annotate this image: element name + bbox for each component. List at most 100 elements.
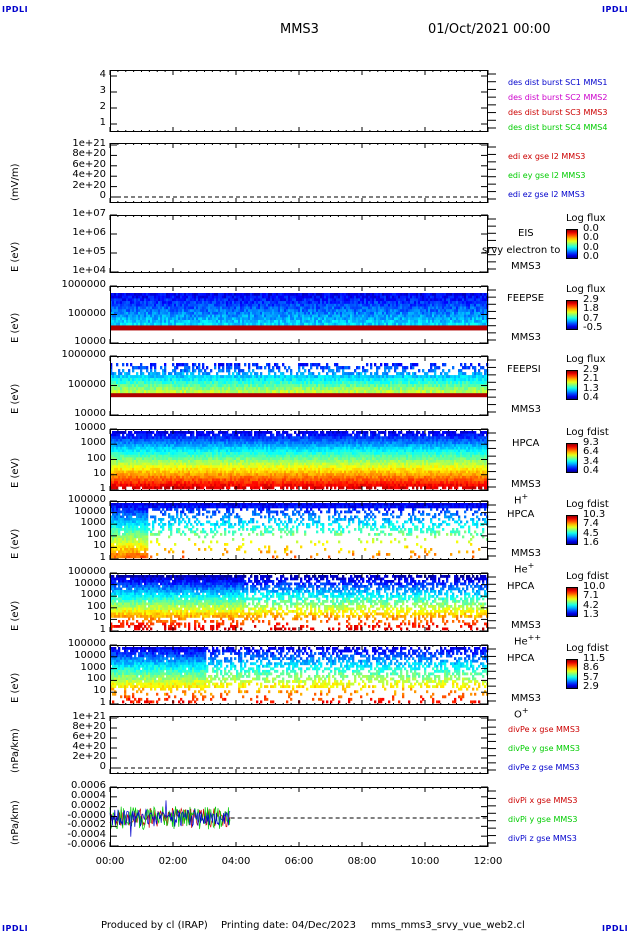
y-tick-label: 0.0002 xyxy=(71,799,106,811)
legend-entry: divPe x gse MMS3 xyxy=(508,725,580,734)
y-tick-label: 10000 xyxy=(74,422,106,433)
y-tick-label: 0 xyxy=(99,761,106,772)
y-tick-label: 100000 xyxy=(67,307,106,319)
instrument-label: HPCA xyxy=(507,580,535,592)
panel-frame xyxy=(110,70,488,132)
y-tick-label: 1000000 xyxy=(61,349,106,360)
y-tick-label: 1000 xyxy=(80,589,106,601)
legend-entry: divPi y gse MMS3 xyxy=(508,815,578,824)
colorbar-tick-label: 4.5 xyxy=(583,527,599,539)
species-charge: ++ xyxy=(527,633,542,642)
colorbar xyxy=(566,443,578,473)
legend-entry: divPe y gse MMS3 xyxy=(508,744,580,753)
colorbar-tick-label: 10.0 xyxy=(583,581,606,592)
divpe-panel xyxy=(109,716,496,774)
y-tick-label: 1 xyxy=(99,483,106,494)
colorbar-title: Log flux xyxy=(566,213,606,224)
y-tick-label: 4e+20 xyxy=(72,741,106,752)
x-tick-label: 12:00 xyxy=(473,856,503,867)
panel-frame xyxy=(110,215,488,273)
y-axis-label: (mV/m) xyxy=(10,163,21,202)
colorbar-tick-label: 11.5 xyxy=(583,653,606,664)
y-tick-label: -0.0002 xyxy=(67,819,106,831)
y-tick-label: 1000 xyxy=(80,517,106,529)
panel-frame xyxy=(110,716,488,774)
colorbar xyxy=(566,587,578,617)
y-tick-label: 3 xyxy=(99,85,106,96)
colorbar xyxy=(566,370,578,400)
corner-label-br: IPDLI xyxy=(602,924,629,933)
colorbar-tick-label: 1.3 xyxy=(583,609,599,620)
colorbar-tick-label: 2.9 xyxy=(583,364,599,375)
y-axis-label: E (eV) xyxy=(10,528,21,559)
colorbar-tick-label: 2.9 xyxy=(583,294,599,305)
y-tick-label: -0.0006 xyxy=(67,839,106,850)
colorbar-tick-label: 3.4 xyxy=(583,455,599,467)
colorbar-tick-label: 6.4 xyxy=(583,446,599,458)
colorbar-title: Log flux xyxy=(566,284,606,295)
legend-entry: divPe z gse MMS3 xyxy=(508,763,580,772)
colorbar-tick-label: 0.0 xyxy=(583,232,599,244)
y-tick-label: 1 xyxy=(99,624,106,635)
x-tick-label: 06:00 xyxy=(284,856,314,867)
corner-label-bl: IPDLI xyxy=(2,924,29,933)
mission-title: MMS3 xyxy=(280,22,319,37)
feepsi-panel xyxy=(109,355,496,416)
colorbar-tick-label: 1.3 xyxy=(583,382,599,394)
colorbar-tick-label: 0.4 xyxy=(583,392,599,403)
legend-entry: edi ex gse l2 MMS3 xyxy=(508,152,586,161)
y-axis-label: E (eV) xyxy=(10,312,21,343)
x-tick-label: 08:00 xyxy=(347,856,377,867)
spacecraft-label: MMS3 xyxy=(511,693,541,704)
colorbar-tick-label: 8.6 xyxy=(583,662,599,674)
colorbar-title: Log flux xyxy=(566,354,606,365)
y-tick-label: 1e+21 xyxy=(72,138,106,149)
y-tick-label: 100000 xyxy=(67,638,106,649)
hpca-h-panel xyxy=(109,428,496,491)
panel-frame xyxy=(110,143,488,203)
colorbar-tick-label: 1.6 xyxy=(583,537,599,548)
species-label: H+ xyxy=(514,492,529,507)
y-tick-label: 1000000 xyxy=(61,279,106,290)
colorbar-tick-label: 7.4 xyxy=(583,518,599,530)
legend-entry: des dist burst SC1 MMS1 xyxy=(508,78,608,87)
colorbar xyxy=(566,229,578,259)
colorbar-tick-label: 0.0 xyxy=(583,223,599,234)
colorbar-title: Log fdist xyxy=(566,499,609,510)
y-tick-label: 100000 xyxy=(67,566,106,577)
colorbar-title: Log fdist xyxy=(566,571,609,582)
corner-label-tr: IPDLI xyxy=(602,5,629,14)
legend-entry: divPi x gse MMS3 xyxy=(508,796,578,805)
legend-entry: edi ez gse l2 MMS3 xyxy=(508,190,585,199)
spacecraft-label: MMS3 xyxy=(511,404,541,415)
colorbar-tick-label: 0.7 xyxy=(583,312,599,324)
hpca-hepp-panel xyxy=(109,572,496,632)
y-tick-label: 10 xyxy=(93,467,106,479)
species-label: He+ xyxy=(514,561,535,576)
y-tick-label: 1 xyxy=(99,552,106,563)
hpca-o-panel xyxy=(109,644,496,705)
y-tick-label: -0.0000 xyxy=(67,809,106,821)
colorbar-tick-label: 2.9 xyxy=(583,681,599,692)
colorbar-tick-label: 9.3 xyxy=(583,437,599,448)
y-tick-label: 1e+06 xyxy=(72,227,106,238)
y-tick-label: 1e+04 xyxy=(72,265,106,276)
colorbar-tick-label: 1.8 xyxy=(583,303,599,315)
spacecraft-label: MMS3 xyxy=(511,261,541,272)
overlay-text: srvy electron to xyxy=(482,245,561,256)
divpi-panel xyxy=(109,786,496,847)
x-tick-label: 10:00 xyxy=(410,856,440,867)
colorbar-title: Log fdist xyxy=(566,643,609,654)
species-charge: + xyxy=(521,492,529,501)
legend-entry: des dist burst SC2 MMS2 xyxy=(508,93,608,102)
y-tick-label: 0 xyxy=(99,190,106,201)
y-tick-label: 10 xyxy=(93,540,106,552)
y-tick-label: 1 xyxy=(99,697,106,708)
instrument-label: HPCA xyxy=(507,508,535,520)
y-axis-label: E (eV) xyxy=(10,457,21,488)
y-axis-label: E (eV) xyxy=(10,600,21,631)
colorbar xyxy=(566,659,578,689)
y-tick-label: 8e+20 xyxy=(72,721,106,732)
legend-entry: divPi z gse MMS3 xyxy=(508,834,577,843)
y-tick-label: 2e+20 xyxy=(72,179,106,191)
